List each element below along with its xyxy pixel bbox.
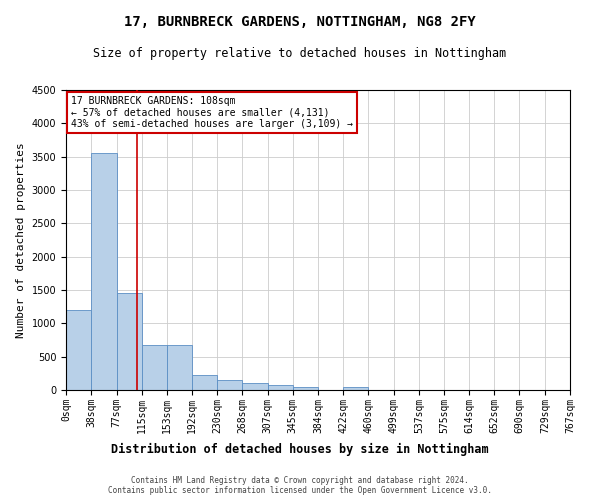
Y-axis label: Number of detached properties: Number of detached properties: [16, 142, 26, 338]
Bar: [293, 386, 319, 390]
Text: Contains HM Land Registry data © Crown copyright and database right 2024.
Contai: Contains HM Land Registry data © Crown c…: [108, 476, 492, 495]
Bar: [217, 380, 242, 390]
Bar: [242, 384, 268, 390]
Bar: [142, 344, 167, 390]
Bar: [268, 386, 293, 390]
Text: Size of property relative to detached houses in Nottingham: Size of property relative to detached ho…: [94, 48, 506, 60]
Text: 17, BURNBRECK GARDENS, NOTTINGHAM, NG8 2FY: 17, BURNBRECK GARDENS, NOTTINGHAM, NG8 2…: [124, 15, 476, 29]
Bar: [343, 386, 368, 390]
Text: 17 BURNBRECK GARDENS: 108sqm
← 57% of detached houses are smaller (4,131)
43% of: 17 BURNBRECK GARDENS: 108sqm ← 57% of de…: [71, 96, 353, 129]
Bar: [91, 154, 116, 390]
Text: Distribution of detached houses by size in Nottingham: Distribution of detached houses by size …: [111, 442, 489, 456]
Bar: [66, 310, 91, 390]
Bar: [167, 344, 192, 390]
Bar: [116, 294, 142, 390]
Bar: [192, 374, 217, 390]
